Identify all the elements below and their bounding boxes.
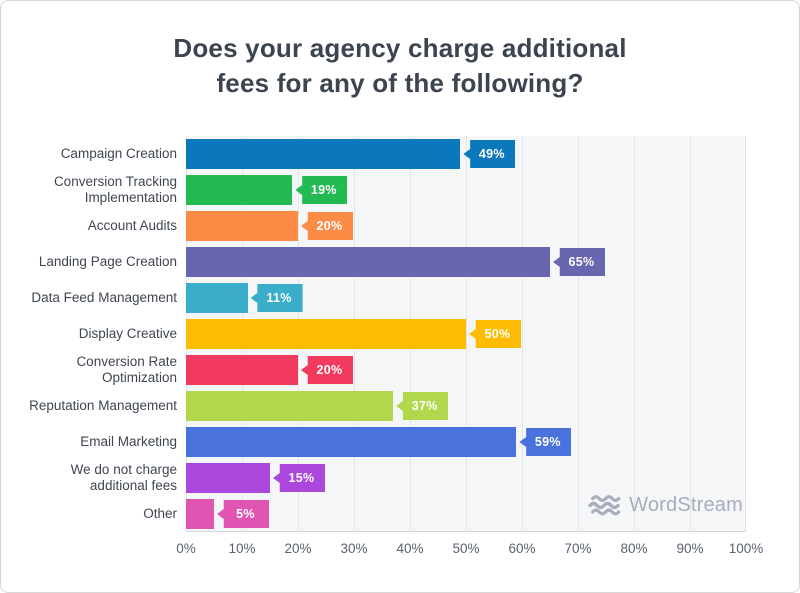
category-label: Campaign Creation bbox=[60, 146, 177, 162]
value-tag: 19% bbox=[295, 176, 348, 204]
category-labels: Campaign Creation Conversion Tracking Imp… bbox=[1, 136, 177, 532]
bar bbox=[186, 355, 298, 385]
value-tag: 49% bbox=[463, 140, 516, 168]
value-tag: 5% bbox=[217, 500, 269, 528]
bar bbox=[186, 463, 270, 493]
bar-rows: 49% 19% 20% 65% 11% 50% 20% 37% 59% 15% 5% bbox=[186, 136, 799, 532]
x-tick-label: 100% bbox=[728, 541, 764, 556]
category-label: Display Creative bbox=[78, 326, 177, 342]
value-tag: 11% bbox=[250, 284, 303, 312]
x-tick-label: 30% bbox=[340, 541, 368, 556]
bar-row: 20% bbox=[186, 352, 799, 388]
chart-title-line1: Does your agency charge additional bbox=[173, 33, 627, 63]
category-label: Other bbox=[143, 506, 177, 522]
x-tick-label: 10% bbox=[228, 541, 256, 556]
value-tag: 20% bbox=[301, 356, 353, 384]
bar-row: 65% bbox=[186, 244, 799, 280]
x-tick-label: 80% bbox=[620, 541, 648, 556]
x-tick-label: 70% bbox=[564, 541, 592, 556]
bar-row: 50% bbox=[186, 316, 799, 352]
wordstream-logo: WordStream bbox=[588, 493, 743, 517]
x-tick-label: 20% bbox=[284, 541, 312, 556]
bar-row: 59% bbox=[186, 424, 799, 460]
category-label: Landing Page Creation bbox=[38, 254, 177, 270]
bar bbox=[186, 247, 550, 277]
chart-title: Does your agency charge additional fees … bbox=[1, 31, 799, 101]
x-tick-label: 40% bbox=[396, 541, 424, 556]
category-label: We do not charge additional fees bbox=[70, 462, 177, 493]
bar-row: 37% bbox=[186, 388, 799, 424]
bar bbox=[186, 319, 466, 349]
x-tick-label: 0% bbox=[176, 541, 196, 556]
value-tag: 15% bbox=[273, 464, 325, 492]
category-label: Reputation Management bbox=[29, 398, 177, 414]
chart-title-line2: fees for any of the following? bbox=[216, 68, 584, 99]
bar bbox=[186, 211, 298, 241]
waves-icon bbox=[588, 493, 622, 517]
category-label: Data Feed Management bbox=[31, 290, 177, 306]
bar bbox=[186, 499, 214, 529]
value-tag: 50% bbox=[469, 320, 521, 348]
category-label: Conversion Tracking Implementation bbox=[53, 174, 177, 205]
bar-row: 5% bbox=[186, 496, 799, 532]
wordstream-wordmark: WordStream bbox=[629, 493, 743, 516]
bar bbox=[186, 175, 293, 205]
bar bbox=[186, 391, 394, 421]
x-tick-label: 60% bbox=[508, 541, 536, 556]
category-label: Account Audits bbox=[87, 218, 177, 234]
value-tag: 65% bbox=[553, 248, 605, 276]
x-tick-label: 50% bbox=[452, 541, 480, 556]
value-tag: 20% bbox=[301, 212, 353, 240]
bar-row: 15% bbox=[186, 460, 799, 496]
bar bbox=[186, 139, 461, 169]
bar-row: 19% bbox=[186, 172, 799, 208]
bar-row: 49% bbox=[186, 136, 799, 172]
bar-row: 20% bbox=[186, 208, 799, 244]
category-label: Conversion Rate Optimization bbox=[76, 354, 177, 385]
x-axis: 0% 10% 20% 30% 40% 50% 60% 70% 80% 90% 100% bbox=[176, 541, 763, 561]
x-tick-label: 90% bbox=[676, 541, 704, 556]
value-tag: 59% bbox=[519, 428, 572, 456]
value-tag: 37% bbox=[396, 392, 449, 420]
bar bbox=[186, 427, 517, 457]
category-label: Email Marketing bbox=[80, 434, 177, 450]
bar-row: 11% bbox=[186, 280, 799, 316]
bar bbox=[186, 283, 248, 313]
